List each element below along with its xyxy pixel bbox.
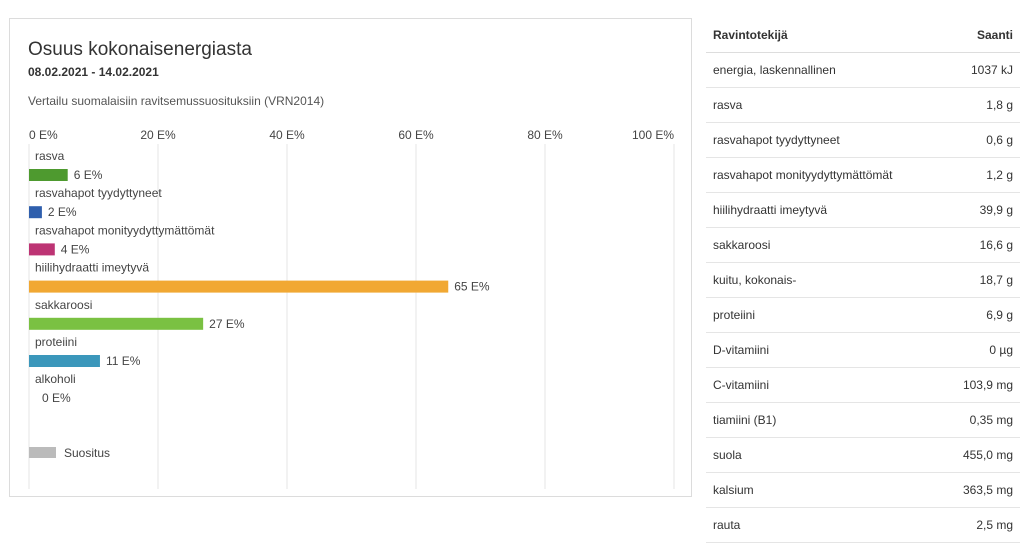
- bar-category-label: rasvahapot tyydyttyneet: [35, 186, 162, 200]
- nutrient-intake: 363,5 mg: [941, 472, 1020, 508]
- nutrient-name: energia, laskennallinen: [706, 52, 942, 88]
- nutrient-name: kuitu, kokonais-: [706, 262, 942, 298]
- nutrient-name: suola: [706, 437, 942, 473]
- header-intake: Saanti: [941, 18, 1020, 53]
- nutrient-intake: 1037 kJ: [941, 52, 1020, 88]
- nutrient-name: rauta: [706, 507, 942, 543]
- x-tick-label: 100 E%: [632, 128, 674, 142]
- nutrient-intake: 1,8 g: [941, 87, 1020, 123]
- table-row: energia, laskennallinen 1037 kJ: [706, 52, 1020, 88]
- nutrient-intake: 1,2 g: [941, 157, 1020, 193]
- header-nutrient: Ravintotekijä: [706, 18, 942, 53]
- chart-subtitle: Vertailu suomalaisiin ravitsemussuosituk…: [28, 94, 325, 108]
- table-row: suola 455,0 mg: [706, 437, 1020, 473]
- bar-category-label: rasva: [35, 149, 65, 163]
- x-tick-label: 20 E%: [140, 128, 176, 142]
- nutrient-intake: 2,5 mg: [941, 507, 1020, 543]
- nutrient-intake: 455,0 mg: [941, 437, 1020, 473]
- bar: [29, 280, 449, 293]
- table-row: sakkaroosi 16,6 g: [706, 227, 1020, 263]
- bar-value-label: 27 E%: [209, 317, 245, 331]
- bar-value-label: 2 E%: [48, 205, 77, 219]
- bar-category-label: proteiini: [35, 335, 77, 349]
- bar-category-label: sakkaroosi: [35, 298, 92, 312]
- nutrient-name: kalsium: [706, 472, 942, 508]
- nutrient-intake: 18,7 g: [941, 262, 1020, 298]
- nutrient-intake: 0 µg: [941, 332, 1020, 368]
- table-header-row: Ravintotekijä Saanti: [706, 18, 1020, 53]
- bar: [29, 169, 68, 181]
- nutrient-intake: 103,9 mg: [941, 367, 1020, 403]
- bar-category-label: rasvahapot monityydyttymättömät: [35, 223, 215, 237]
- table-row: kalsium 363,5 mg: [706, 472, 1020, 508]
- nutrient-intake: 39,9 g: [941, 192, 1020, 228]
- nutrient-name: tiamiini (B1): [706, 402, 942, 438]
- nutrient-table: Ravintotekijä Saanti energia, laskennall…: [706, 18, 1020, 543]
- bar-value-label: 4 E%: [61, 242, 90, 256]
- nutrient-table-container: Ravintotekijä Saanti energia, laskennall…: [706, 18, 1020, 543]
- nutrient-name: hiilihydraatti imeytyvä: [706, 192, 942, 228]
- nutrient-table-body: energia, laskennallinen 1037 kJ rasva 1,8 g…: [706, 52, 1020, 543]
- legend-label: Suositus: [64, 446, 110, 460]
- table-row: rauta 2,5 mg: [706, 507, 1020, 543]
- bar-value-label: 65 E%: [454, 280, 490, 294]
- table-row: proteiini 6,9 g: [706, 297, 1020, 333]
- table-row: C-vitamiini 103,9 mg: [706, 367, 1020, 403]
- x-tick-label: 0 E%: [29, 128, 58, 142]
- nutrient-name: D-vitamiini: [706, 332, 942, 368]
- table-row: rasvahapot monityydyttymättömät 1,2 g: [706, 157, 1020, 193]
- bar-category-label: alkoholi: [35, 372, 76, 386]
- nutrient-intake: 16,6 g: [941, 227, 1020, 263]
- bar: [29, 355, 100, 367]
- nutrient-name: rasva: [706, 87, 942, 123]
- chart-title: Osuus kokonaisenergiasta: [28, 39, 252, 60]
- bar: [29, 317, 204, 330]
- nutrient-intake: 0,6 g: [941, 122, 1020, 158]
- date-range: 08.02.2021 - 14.02.2021: [28, 65, 159, 79]
- table-row: D-vitamiini 0 µg: [706, 332, 1020, 368]
- x-tick-label: 80 E%: [527, 128, 563, 142]
- nutrient-name: C-vitamiini: [706, 367, 942, 403]
- table-row: rasvahapot tyydyttyneet 0,6 g: [706, 122, 1020, 158]
- bar: [29, 206, 42, 219]
- x-tick-label: 60 E%: [398, 128, 434, 142]
- energy-share-panel: Osuus kokonaisenergiasta 08.02.2021 - 14…: [9, 18, 692, 497]
- energy-share-chart: 0 E% 20 E% 40 E% 60 E% 80 E% 100 E% rasva 6 E% r…: [28, 128, 675, 489]
- nutrient-name: proteiini: [706, 297, 942, 333]
- table-row: hiilihydraatti imeytyvä 39,9 g: [706, 192, 1020, 228]
- nutrient-name: rasvahapot tyydyttyneet: [706, 122, 942, 158]
- nutrient-intake: 6,9 g: [941, 297, 1020, 333]
- table-row: rasva 1,8 g: [706, 87, 1020, 123]
- bar-value-label: 6 E%: [74, 168, 103, 182]
- bar: [29, 243, 55, 256]
- nutrient-name: rasvahapot monityydyttymättömät: [706, 157, 942, 193]
- table-row: tiamiini (B1) 0,35 mg: [706, 402, 1020, 438]
- x-tick-label: 40 E%: [269, 128, 305, 142]
- bar-value-label: 0 E%: [42, 391, 71, 405]
- nutrient-name: sakkaroosi: [706, 227, 942, 263]
- bar-category-label: hiilihydraatti imeytyvä: [35, 261, 149, 275]
- legend-swatch: [29, 447, 56, 458]
- nutrient-intake: 0,35 mg: [941, 402, 1020, 438]
- table-row: kuitu, kokonais- 18,7 g: [706, 262, 1020, 298]
- bar-value-label: 11 E%: [106, 354, 141, 368]
